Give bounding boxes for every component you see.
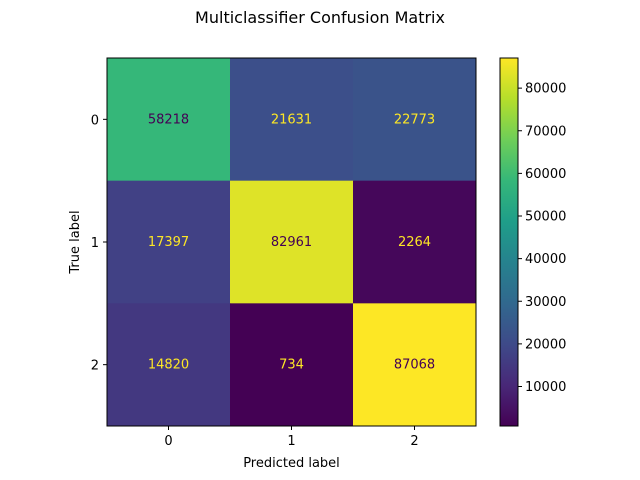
matrix-cell	[107, 58, 231, 182]
colorbar-tick-label: 30000	[525, 295, 566, 310]
matrix-cell	[230, 180, 354, 304]
matrix-cell	[353, 303, 477, 427]
colorbar-tick-label: 10000	[525, 380, 566, 395]
x-tick-label: 0	[164, 434, 172, 449]
y-tick-label: 2	[91, 359, 99, 374]
colorbar	[499, 57, 519, 427]
cell-value-label: 58218	[148, 112, 189, 127]
cell-value-label: 22773	[394, 112, 435, 127]
cell-value-label: 87068	[394, 358, 435, 373]
y-tick-label: 1	[91, 236, 99, 251]
y-tick-label: 0	[91, 113, 99, 128]
cell-value-label: 17397	[148, 235, 189, 250]
chart-title: Multiclassifier Confusion Matrix	[195, 8, 445, 27]
colorbar-tick-label: 50000	[525, 210, 566, 225]
matrix-cell	[353, 180, 477, 304]
matrix-cell	[230, 303, 354, 427]
cell-value-label: 734	[279, 358, 304, 373]
x-tick-label: 2	[410, 434, 418, 449]
cell-value-label: 14820	[148, 358, 189, 373]
colorbar-tick-label: 70000	[525, 124, 566, 139]
matrix-cell	[107, 303, 231, 427]
cell-value-label: 21631	[271, 112, 312, 127]
cell-value-label: 2264	[398, 235, 431, 250]
matrix-cell	[230, 58, 354, 182]
colorbar-tick-label: 20000	[525, 337, 566, 352]
y-axis-label: True label	[68, 210, 83, 274]
matrix-cell	[107, 180, 231, 304]
x-tick-label: 1	[287, 434, 295, 449]
matrix-cell	[353, 58, 477, 182]
cell-value-label: 82961	[271, 235, 312, 250]
x-axis-label: Predicted label	[243, 456, 340, 471]
colorbar-tick-label: 80000	[525, 82, 566, 97]
colorbar-tick-label: 40000	[525, 252, 566, 267]
colorbar-tick-label: 60000	[525, 167, 566, 182]
